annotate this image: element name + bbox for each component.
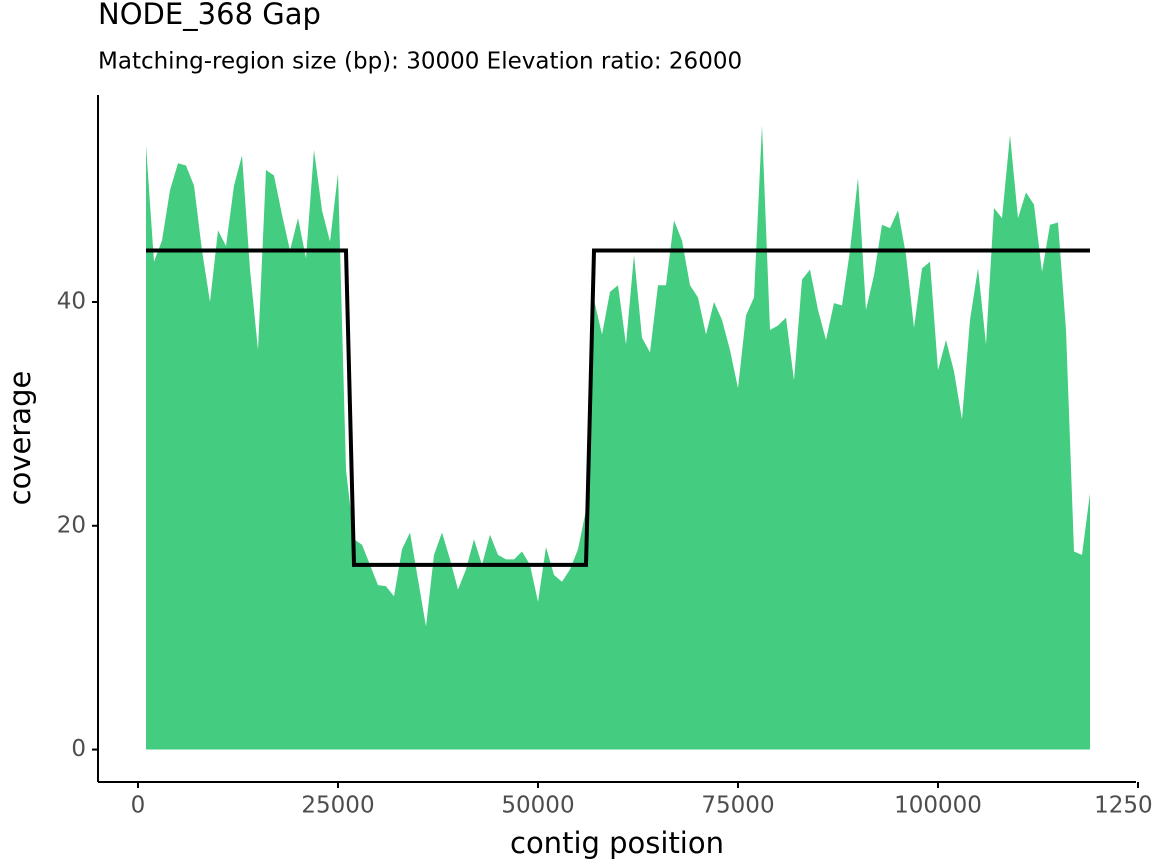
x-tick-label: 50000 [501,793,574,819]
step-line [146,248,1090,567]
y-tick-label: 40 [57,288,86,314]
coverage-area [146,125,1090,750]
x-tick-label: 75000 [701,793,774,819]
x-tick-label: 0 [131,793,146,819]
x-tick-label: 100000 [894,793,982,819]
y-tick-label: 20 [57,512,86,538]
y-axis-title: coverage [3,371,37,506]
y-tick-label: 0 [71,736,86,762]
x-axis-title: contig position [510,826,724,860]
chart-subtitle: Matching-region size (bp): 30000 Elevati… [98,49,742,75]
x-tick-label: 125000 [1094,793,1152,819]
chart-title: NODE_368 Gap [98,0,321,31]
x-tick-label: 25000 [301,793,374,819]
